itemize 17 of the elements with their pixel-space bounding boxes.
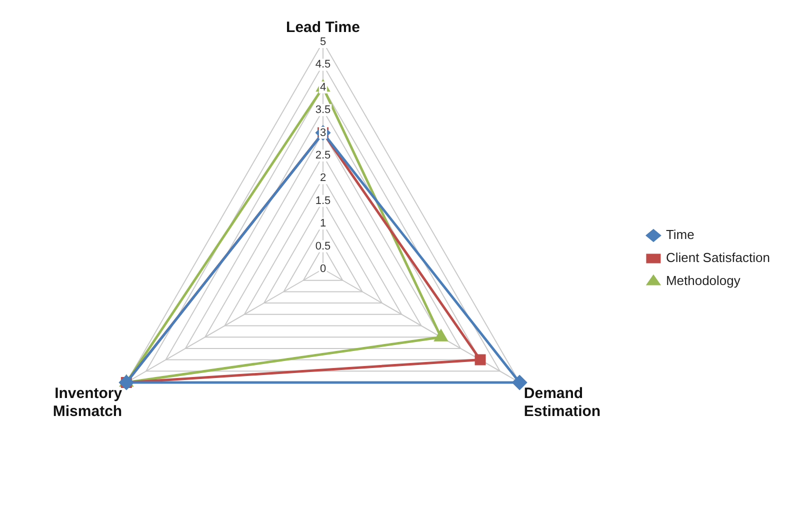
y-tick-label: 5: [320, 36, 326, 48]
spoke-label: Demand Estimation: [524, 385, 601, 420]
spoke-label: Lead Time: [286, 19, 360, 36]
y-tick-label: 4: [320, 81, 326, 94]
legend-label: Methodology: [666, 273, 741, 288]
legend-label: Client Satisfaction: [666, 250, 770, 266]
legend-label: Time: [666, 227, 694, 242]
y-tick-label: 2: [320, 172, 326, 184]
y-tick-label: 0.5: [315, 240, 331, 252]
y-tick-label: 2.5: [315, 150, 331, 162]
y-tick-label: 3: [320, 126, 326, 139]
y-tick-label: 1: [320, 218, 326, 230]
y-tick-label: 3.5: [315, 104, 331, 116]
y-tick-label: 1.5: [315, 194, 331, 207]
y-tick-label: 4.5: [315, 58, 331, 71]
spoke-label: Inventory Mismatch: [52, 385, 123, 420]
y-tick-label: 0: [320, 263, 326, 276]
